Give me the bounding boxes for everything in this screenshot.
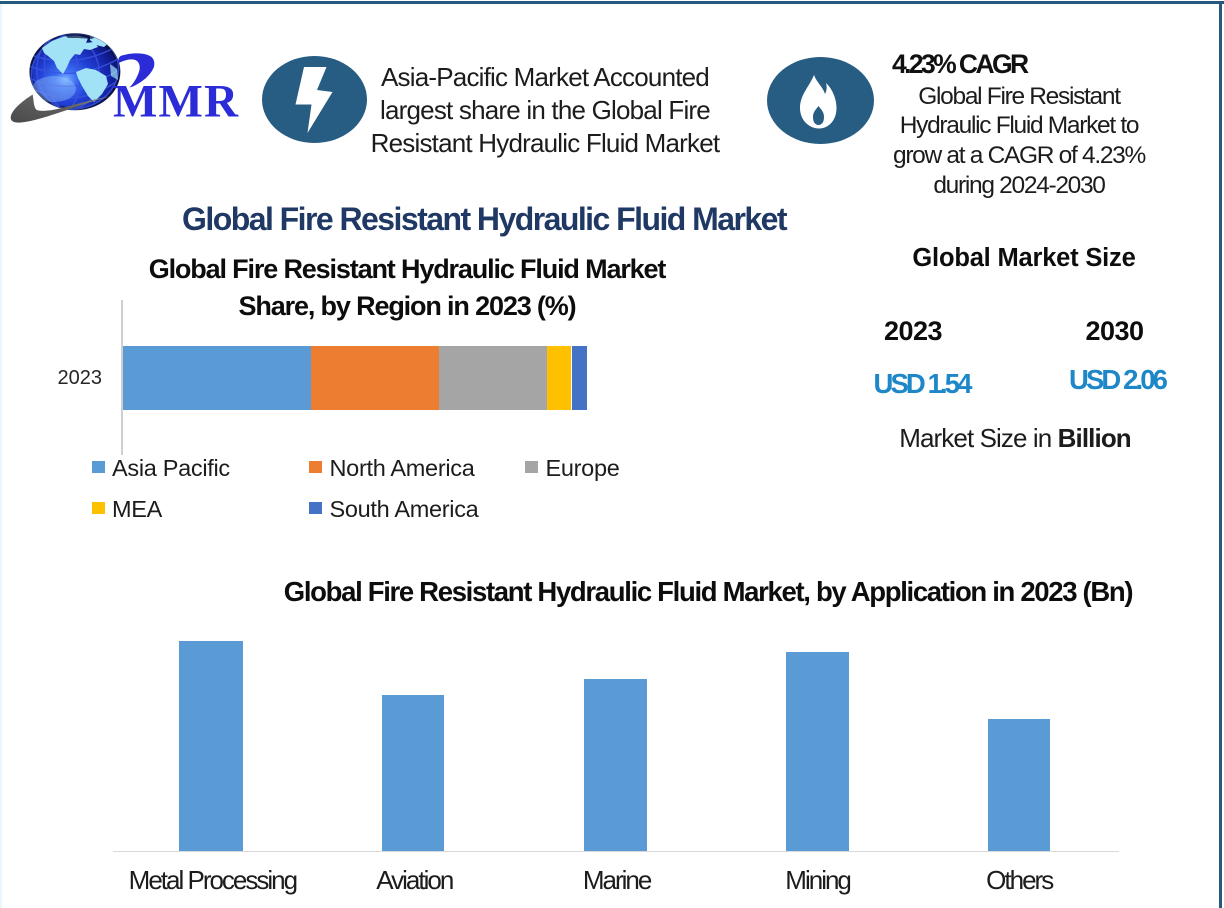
svg-text:MMR: MMR	[113, 75, 239, 127]
